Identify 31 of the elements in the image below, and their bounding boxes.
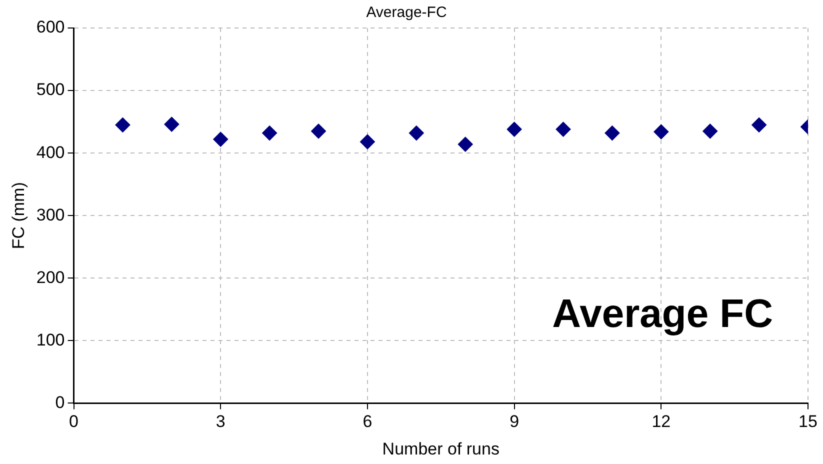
annotation: Average FC [552,292,773,337]
y-tick-label: 200 [36,268,65,287]
y-tick-label: 500 [36,80,65,100]
x-tick-label: 9 [510,412,520,432]
point [654,124,669,140]
point [262,126,278,141]
x-tick-label: 12 [652,412,671,432]
point [360,134,375,150]
y-tick-label: 0 [55,392,65,412]
x-tick-label: 6 [362,412,372,432]
x-tick-label: 3 [216,412,226,432]
y-tick-label: 100 [36,330,65,350]
point [458,136,473,152]
point [556,122,571,137]
y-axis-title: FC (mm) [8,182,28,250]
chart-title: Average-FC [366,4,447,22]
point [752,117,767,132]
x-tick-label: 15 [798,412,818,432]
y-tick-label: 300 [36,205,65,224]
x-axis-title: Number of runs [382,439,500,458]
point [702,124,718,139]
point [311,124,326,139]
point [213,132,228,147]
x-tick-label: 0 [69,412,78,432]
y-tick-label: 600 [36,18,65,37]
point [408,126,424,141]
point [506,122,522,137]
point [604,126,620,141]
y-tick-label: 400 [36,142,65,162]
point [164,116,180,132]
point [115,117,130,132]
